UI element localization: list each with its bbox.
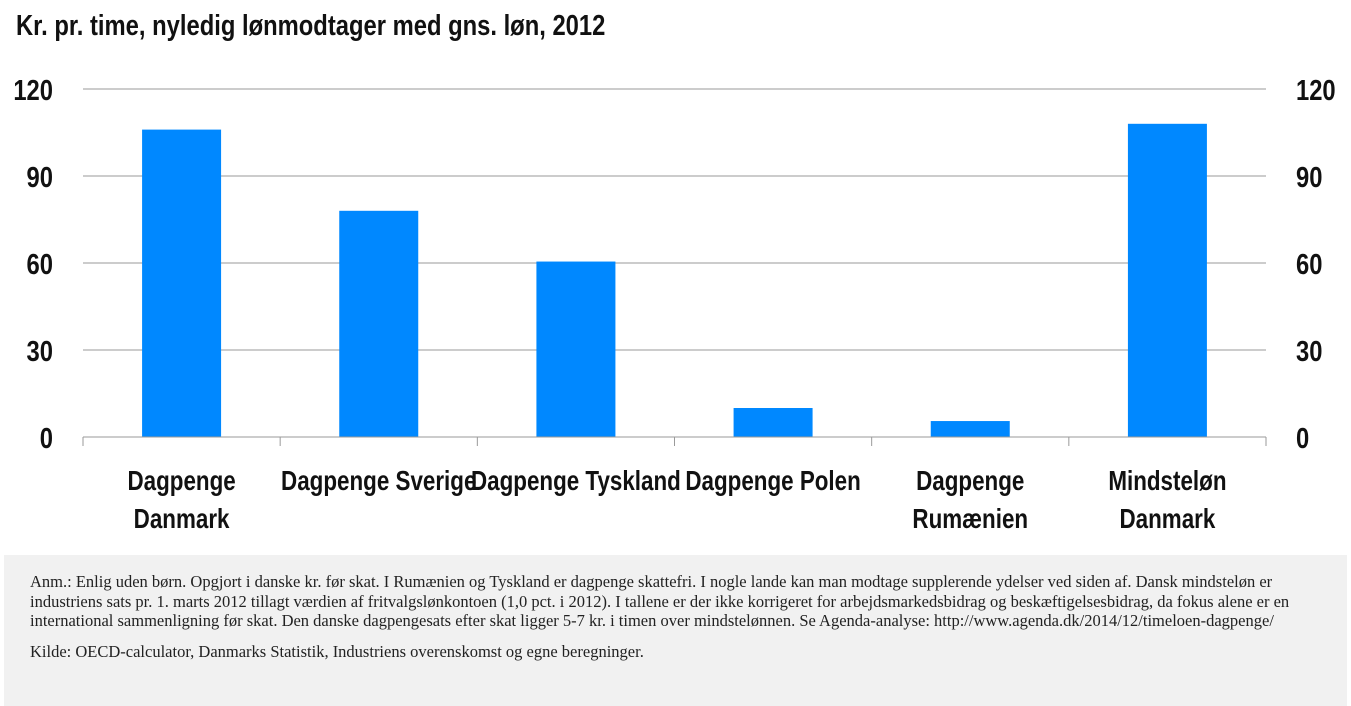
y-tick-label-right: 60 xyxy=(1296,248,1322,281)
y-axis-left: 0 30 60 90 120 xyxy=(13,74,53,455)
y-tick-label-right: 90 xyxy=(1296,161,1322,194)
bar-chart: 0 30 60 90 120 0 30 60 90 120 Dagpenge Danmark Dag… xyxy=(13,74,1336,535)
y-tick-label-left: 60 xyxy=(27,248,53,281)
annotation-text: Anm.: Enlig uden børn. Opgjort i danske … xyxy=(30,572,1290,630)
bar xyxy=(339,210,419,437)
x-tick-label: Dagpenge xyxy=(916,466,1024,497)
bars xyxy=(142,123,1207,438)
x-tick-label: Dagpenge Tyskland xyxy=(471,466,681,497)
y-tick-label-left: 0 xyxy=(40,422,53,455)
y-tick-label-left: 120 xyxy=(13,74,53,107)
x-tick-label: Dagpenge Sverige xyxy=(281,466,476,497)
bar xyxy=(536,261,616,437)
x-tick-label: Danmark xyxy=(134,504,231,535)
bar xyxy=(142,129,222,437)
bar xyxy=(1127,123,1207,438)
y-axis-right: 0 30 60 90 120 xyxy=(1296,74,1336,455)
x-tick-label: Danmark xyxy=(1120,504,1217,535)
x-tick-label: Dagpenge Polen xyxy=(685,466,860,497)
y-tick-label-left: 30 xyxy=(27,335,53,368)
gridlines xyxy=(83,88,1266,351)
bar xyxy=(733,408,813,437)
x-tick-label: Mindsteløn xyxy=(1108,466,1226,497)
chart-title: Kr. pr. time, nyledig lønmodtager med gn… xyxy=(16,10,606,42)
bar xyxy=(930,421,1010,437)
source-text: Kilde: OECD-calculator, Danmarks Statist… xyxy=(30,641,644,661)
x-tick-label: Rumænien xyxy=(912,504,1028,535)
x-axis xyxy=(82,436,1267,446)
notes-panel: Anm.: Enlig uden børn. Opgjort i danske … xyxy=(4,555,1347,706)
y-tick-label-right: 120 xyxy=(1296,74,1336,107)
y-tick-label-right: 30 xyxy=(1296,335,1322,368)
x-tick-label: Dagpenge xyxy=(127,466,235,497)
y-tick-label-right: 0 xyxy=(1296,422,1309,455)
y-tick-label-left: 90 xyxy=(27,161,53,194)
